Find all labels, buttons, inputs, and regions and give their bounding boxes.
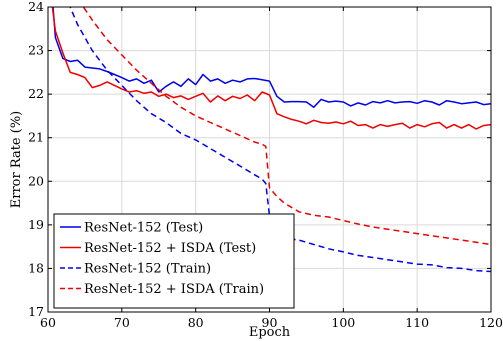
- grid: [47, 6, 492, 313]
- y-tick-label: 19: [28, 217, 44, 232]
- y-tick-label: 23: [28, 43, 44, 58]
- x-tick-label: 120: [479, 315, 503, 330]
- x-tick-label: 70: [114, 315, 130, 330]
- series-line-3: [69, 7, 491, 273]
- series-line-2: [51, 7, 491, 130]
- y-tick-label: 18: [28, 260, 44, 275]
- x-tick-label: 80: [188, 315, 204, 330]
- series-line-1: [52, 7, 491, 108]
- y-tick-label: 22: [28, 86, 44, 101]
- legend-label: ResNet-152 + ISDA (Test): [84, 241, 256, 256]
- legend-label: ResNet-152 (Train): [84, 262, 211, 277]
- x-tick-label: 100: [331, 315, 355, 330]
- y-tick-label: 21: [28, 130, 44, 145]
- y-tick-label: 24: [28, 0, 44, 14]
- x-axis-title: Epoch: [249, 325, 291, 340]
- y-axis-title: Error Rate (%): [9, 111, 24, 208]
- series-lines: [51, 7, 491, 273]
- x-tick-label: 110: [405, 315, 429, 330]
- y-tick-label: 20: [28, 173, 44, 188]
- axis-ticks: 60 70 80 90 100 110 120 17 18 19 20 21 22 23 24: [28, 0, 503, 330]
- legend-label: ResNet-152 (Test): [84, 221, 203, 236]
- legend-box: [53, 213, 295, 309]
- x-tick-label: 90: [262, 315, 278, 330]
- y-tick-label: 17: [28, 304, 44, 319]
- series-line-4: [82, 7, 491, 246]
- legend-label: ResNet-152 + ISDA (Train): [84, 282, 264, 297]
- legend: ResNet-152 (Test) ResNet-152 + ISDA (Test…: [53, 213, 295, 309]
- x-tick-label: 60: [40, 315, 56, 330]
